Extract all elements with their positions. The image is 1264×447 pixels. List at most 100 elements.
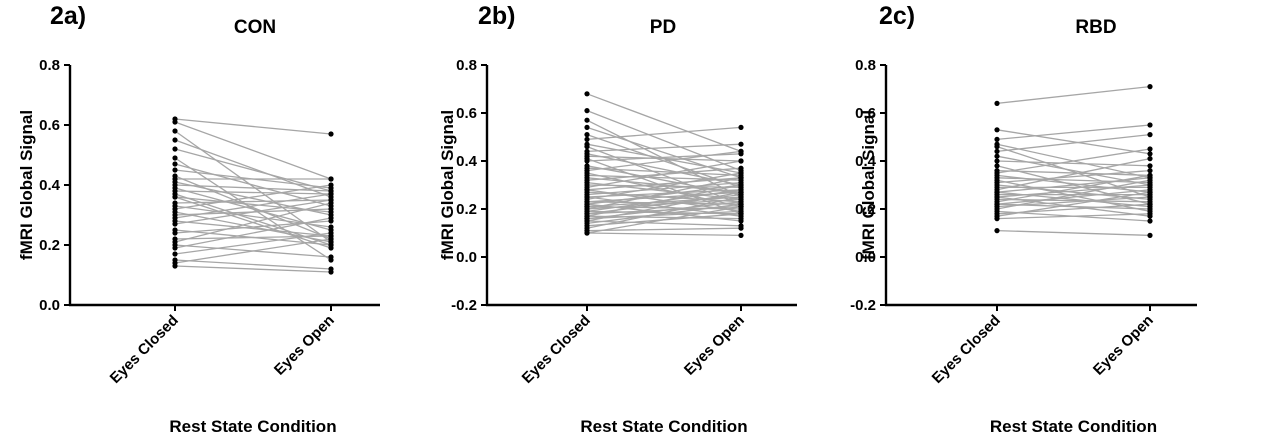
data-point [172,161,178,167]
data-point [172,230,178,236]
data-point [328,230,334,236]
subject-line [996,184,1151,198]
subject-line [996,169,1151,184]
subject-line [586,227,742,232]
data-point [328,236,334,242]
subject-line [586,145,742,205]
data-point [1147,156,1153,162]
subject-line [586,232,742,237]
x-axis-title: Rest State Condition [169,417,336,436]
y-tick-label: 0.6 [855,105,876,122]
x-tick-label: Eyes Closed [519,312,594,387]
subject-line [586,177,742,210]
data-point [738,175,744,181]
y-tick-label: 0.4 [855,153,877,170]
x-tick-label: Eyes Open [1090,312,1157,379]
data-point [1147,189,1153,195]
data-point [584,144,590,150]
data-point [172,194,178,200]
data-point [738,158,744,164]
y-tick-label: 0.4 [456,153,478,170]
subject-line [586,203,742,225]
y-tick-label: 0.4 [39,177,61,194]
data-point [738,124,744,130]
subject-line [996,129,1151,155]
data-point [1147,151,1153,157]
data-point [738,148,744,154]
data-point [172,155,178,161]
panel-con: 2a) CON 0.0 0.2 0.4 0.6 0.8 Eyes Closed Eyes O… [0,0,421,447]
data-point [328,176,334,182]
subject-line [586,191,742,222]
subject-line [996,133,1151,153]
data-point [1147,84,1153,90]
data-point [172,221,178,227]
panel-rbd: 2c) RBD -0.2 0.0 0.2 0.4 0.6 0.8 Eyes Closed Ey… [842,0,1263,447]
subject-line [996,189,1151,205]
data-point [584,230,590,236]
y-tick-label: 0.0 [456,249,477,266]
subject-line [586,177,742,191]
y-tick-label: 0.8 [39,57,60,74]
data-points [172,116,334,275]
data-point [1147,172,1153,178]
subject-line [996,85,1151,105]
x-tick-label: Eyes Closed [929,312,1004,387]
data-point [738,189,744,195]
y-tick-label: 0.2 [39,237,60,254]
subject-line [174,190,332,195]
subject-line [174,118,332,135]
y-tick-label: 0.8 [855,57,876,74]
data-point [738,165,744,171]
x-axis-title: Rest State Condition [990,417,1157,436]
data-point [172,263,178,269]
data-point [328,242,334,248]
data-point [738,182,744,188]
y-tick-label: -0.2 [850,297,876,314]
data-point [172,245,178,251]
data-point [1147,194,1153,200]
subject-line [586,196,742,208]
subject-line [996,177,1151,184]
data-point [172,146,178,152]
chart-svg: -0.2 0.0 0.2 0.4 0.6 0.8 Eyes Closed Eyes Open f… [850,57,1197,436]
panel-pd: 2b) PD -0.2 0.0 0.2 0.4 0.6 0.8 Eyes Closed Eye… [421,0,842,447]
subject-line [586,220,742,227]
data-point [1147,122,1153,128]
subject-line [586,172,742,201]
chart-svg: 0.0 0.2 0.4 0.6 0.8 Eyes Closed Eyes Open fMRI … [17,57,380,436]
series-lines [174,118,332,273]
subject-line [996,169,1151,177]
subject-line [174,199,332,225]
subject-line [174,202,332,243]
data-point [584,117,590,123]
data-point [994,144,1000,150]
data-point [1147,177,1153,183]
chart-title: RBD [1075,17,1117,38]
subject-line [174,121,332,180]
subject-line [996,124,1151,141]
data-point [1147,201,1153,207]
subject-line [174,232,332,255]
data-point [994,127,1000,133]
subject-line [586,155,742,162]
data-point [738,216,744,222]
subject-line [586,210,742,220]
y-tick-label: 0.0 [855,249,876,266]
subject-line [586,167,742,177]
data-point [1147,132,1153,138]
subject-line [586,93,742,153]
y-tick-label: 0.0 [39,297,60,314]
data-point [1147,146,1153,152]
data-point [994,158,1000,164]
data-point [328,131,334,137]
subject-line [586,160,742,189]
subject-line [996,160,1151,167]
data-point [994,153,1000,159]
data-point [328,200,334,206]
data-point [994,228,1000,234]
data-point [584,124,590,130]
panel-letter: 2a) [50,2,87,30]
y-axis-title: fMRI Global Signal [859,110,878,260]
